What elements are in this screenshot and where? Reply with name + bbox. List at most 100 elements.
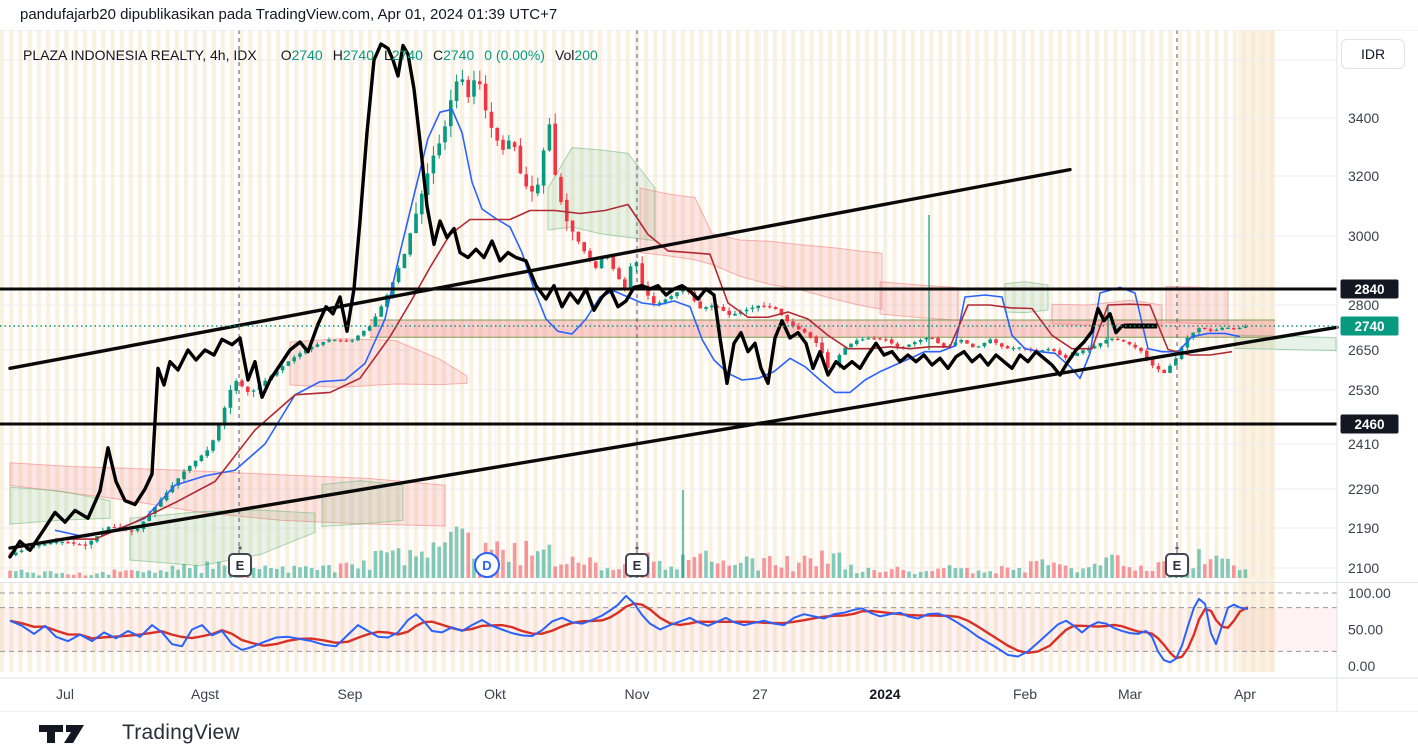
event-marker-E[interactable]: E — [625, 553, 649, 577]
event-marker-E[interactable]: E — [1165, 553, 1189, 577]
candle-body — [507, 140, 511, 149]
candle-body — [483, 83, 488, 111]
volume-bar — [19, 569, 24, 578]
volume-bar — [1023, 572, 1027, 578]
candle-body — [112, 527, 117, 529]
symbol-legend[interactable]: PLAZA INDONESIA REALTY, 4h, IDX O2740 H274… — [23, 47, 598, 63]
trendline-upper[interactable] — [8, 167, 1072, 371]
candle-body — [1098, 343, 1103, 347]
candle-body — [251, 390, 256, 392]
candle-body — [454, 81, 459, 102]
stochastic-band-fill — [0, 607, 1337, 652]
volume-bar — [686, 559, 691, 578]
candle-body — [768, 306, 772, 308]
volume-bar — [66, 574, 70, 578]
candle-body — [338, 340, 343, 342]
close-label: C — [432, 47, 444, 63]
event-marker-E[interactable]: E — [228, 553, 252, 577]
volume-bar — [524, 541, 528, 578]
candle-body — [762, 305, 766, 307]
candle-body — [280, 366, 285, 371]
candle-body — [872, 338, 876, 340]
volume-bar — [1243, 569, 1248, 578]
volume-bar — [1069, 568, 1074, 578]
volume-bar — [675, 569, 679, 578]
volume-bar — [101, 572, 105, 578]
price-tick-label: 3400 — [1348, 110, 1379, 126]
candle-body — [878, 338, 882, 340]
tradingview-logo-icon[interactable] — [38, 722, 104, 751]
volume-bar — [541, 549, 546, 578]
black-price-line[interactable] — [8, 42, 1158, 559]
candle-body — [808, 332, 813, 338]
time-tick-label: 27 — [752, 686, 768, 702]
candle-body — [362, 330, 366, 336]
volume-bar — [205, 561, 209, 578]
candle-body — [652, 296, 656, 304]
candle-body — [733, 313, 737, 316]
time-axis[interactable]: Jul Agst Sep Okt Nov 27 2024 Feb Mar Apr — [56, 686, 1256, 702]
candle-body — [530, 185, 534, 192]
volume-bar — [182, 564, 186, 578]
volume-bar — [362, 560, 366, 578]
candle-body — [611, 256, 615, 269]
currency-button[interactable]: IDR — [1341, 39, 1405, 69]
price-tick-label: 2410 — [1348, 436, 1379, 452]
candle-body — [570, 220, 575, 232]
candle-body — [420, 193, 424, 215]
candle-body — [1063, 354, 1068, 359]
event-marker-square — [625, 553, 649, 577]
candle-body — [211, 440, 215, 451]
candle-body — [965, 340, 969, 344]
brand-name[interactable]: TradingView — [122, 721, 240, 744]
supply-zone[interactable] — [370, 320, 1275, 338]
volume-bar — [170, 565, 175, 578]
candle-body — [240, 380, 244, 387]
volume-bar — [936, 568, 940, 578]
candle-body — [292, 357, 296, 362]
candle-body — [675, 292, 679, 297]
trendline-lower[interactable] — [8, 325, 1339, 550]
candle-body — [1104, 340, 1108, 344]
volume-bar — [1052, 562, 1056, 578]
volume-bar — [454, 526, 459, 578]
candle-body — [1092, 346, 1097, 349]
volume-bar — [420, 551, 424, 578]
stochastic-d-line — [9, 602, 1249, 660]
volume-bar — [617, 569, 621, 578]
candle-body — [1168, 365, 1172, 373]
volume-bar — [872, 570, 876, 578]
volume-bar — [913, 574, 917, 578]
candle-body — [286, 361, 291, 366]
candlestick-layer — [8, 69, 1248, 559]
volume-bar — [1017, 567, 1021, 578]
price-tick-label: 2100 — [1348, 560, 1379, 576]
price-axis[interactable]: 3600340032003000280026502530241022902190… — [1340, 52, 1399, 674]
volume-bar — [298, 567, 302, 578]
volume-bar — [14, 571, 18, 578]
volume-bar — [692, 557, 697, 578]
volume-bar — [304, 566, 308, 578]
volume-bar — [501, 549, 505, 578]
candle-body — [43, 544, 47, 546]
candle-body — [19, 550, 24, 552]
candle-body — [1139, 347, 1143, 352]
candle-body — [779, 308, 784, 316]
candle-body — [721, 306, 726, 311]
event-marker-square — [1165, 553, 1189, 577]
volume-bar — [199, 572, 204, 578]
candle-body — [599, 258, 604, 269]
candle-body — [77, 544, 82, 546]
volume-bar — [553, 566, 557, 578]
volume-bar — [715, 563, 720, 578]
candle-body — [704, 307, 708, 309]
candle-body — [657, 302, 662, 304]
candle-body — [130, 530, 134, 532]
event-marker-D[interactable]: D — [474, 552, 500, 578]
volume-bar — [425, 557, 430, 578]
volume-bar — [976, 570, 981, 578]
candle-body — [982, 342, 987, 347]
volume-bar — [588, 557, 592, 578]
volume-bar — [570, 556, 575, 578]
